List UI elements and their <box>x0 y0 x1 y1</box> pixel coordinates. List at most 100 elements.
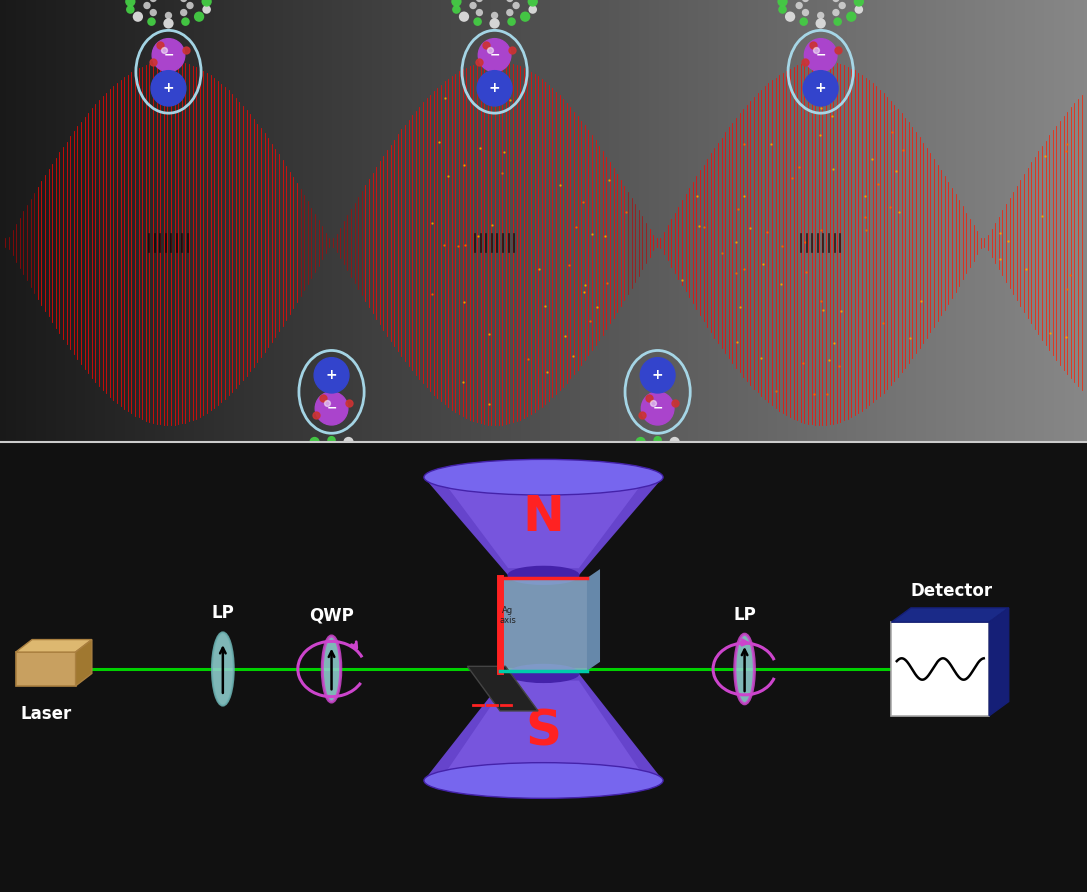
Point <box>455 0 473 2</box>
Point <box>679 440 697 454</box>
Point <box>666 396 684 410</box>
Point <box>340 467 358 482</box>
Point <box>160 0 177 3</box>
Bar <box>15 652 75 686</box>
Point <box>122 3 139 17</box>
Ellipse shape <box>322 636 341 702</box>
Text: LP: LP <box>734 607 755 624</box>
Point <box>464 0 482 12</box>
Text: +: + <box>326 368 337 383</box>
Point <box>808 43 825 57</box>
Point <box>634 408 651 422</box>
Point <box>190 10 208 24</box>
Point <box>301 451 318 466</box>
Point <box>448 3 465 17</box>
Point <box>634 458 651 472</box>
Point <box>501 0 518 5</box>
Point <box>455 10 473 24</box>
Point <box>340 435 358 450</box>
Point <box>827 0 845 5</box>
Point <box>308 408 325 422</box>
Point <box>782 10 799 24</box>
Point <box>129 10 147 24</box>
Point <box>782 0 799 2</box>
Point <box>641 392 659 406</box>
Point <box>842 10 860 24</box>
Ellipse shape <box>509 566 578 584</box>
Point <box>666 435 684 450</box>
Point <box>478 38 496 53</box>
Point <box>797 0 814 5</box>
Point <box>177 14 195 29</box>
Point <box>664 444 682 458</box>
Point <box>829 43 847 57</box>
Circle shape <box>641 392 674 425</box>
Ellipse shape <box>424 763 663 798</box>
Text: −: − <box>489 49 500 62</box>
Polygon shape <box>440 681 647 780</box>
Text: Laser: Laser <box>20 705 72 723</box>
Point <box>471 0 488 5</box>
Text: −: − <box>326 402 337 415</box>
Point <box>198 3 215 17</box>
Point <box>361 455 378 469</box>
Point <box>524 0 541 9</box>
Point <box>155 43 173 57</box>
Text: +: + <box>815 81 826 95</box>
Point <box>829 14 847 29</box>
Polygon shape <box>891 608 1009 623</box>
Text: −: − <box>815 49 826 62</box>
Point <box>649 434 666 448</box>
Text: QWP: QWP <box>309 607 354 624</box>
Point <box>340 396 358 410</box>
Polygon shape <box>76 640 92 686</box>
Point <box>145 5 162 20</box>
Polygon shape <box>424 673 663 780</box>
Polygon shape <box>467 666 538 711</box>
Point <box>308 458 325 472</box>
Point <box>619 440 636 454</box>
Point <box>122 0 139 9</box>
Point <box>338 444 355 458</box>
Point <box>471 54 488 69</box>
Point <box>611 447 628 461</box>
Point <box>649 469 666 483</box>
Point <box>285 455 302 469</box>
Point <box>524 3 541 17</box>
Point <box>611 455 628 469</box>
Point <box>292 440 310 454</box>
Point <box>790 0 808 12</box>
Text: +: + <box>163 81 174 95</box>
Polygon shape <box>989 608 1009 715</box>
Polygon shape <box>15 640 92 652</box>
Point <box>619 462 636 476</box>
Point <box>177 43 195 57</box>
Point <box>129 0 147 2</box>
Circle shape <box>478 38 511 71</box>
Point <box>516 0 534 2</box>
Point <box>292 462 310 476</box>
Point <box>323 461 340 475</box>
Point <box>361 447 378 461</box>
Point <box>338 458 355 472</box>
Point <box>842 0 860 2</box>
Ellipse shape <box>212 632 234 706</box>
Text: −: − <box>163 49 174 62</box>
Point <box>353 462 371 476</box>
Circle shape <box>804 38 837 71</box>
Point <box>774 0 791 9</box>
Point <box>190 0 208 2</box>
Point <box>687 455 704 469</box>
Point <box>182 0 199 12</box>
Point <box>160 8 177 22</box>
Point <box>323 469 340 483</box>
Point <box>323 434 340 448</box>
Point <box>850 3 867 17</box>
Point <box>812 16 829 30</box>
Point <box>145 54 162 69</box>
Point <box>812 8 829 22</box>
Text: N: N <box>523 493 564 541</box>
Point <box>145 0 162 5</box>
Ellipse shape <box>735 634 754 704</box>
Point <box>486 8 503 22</box>
